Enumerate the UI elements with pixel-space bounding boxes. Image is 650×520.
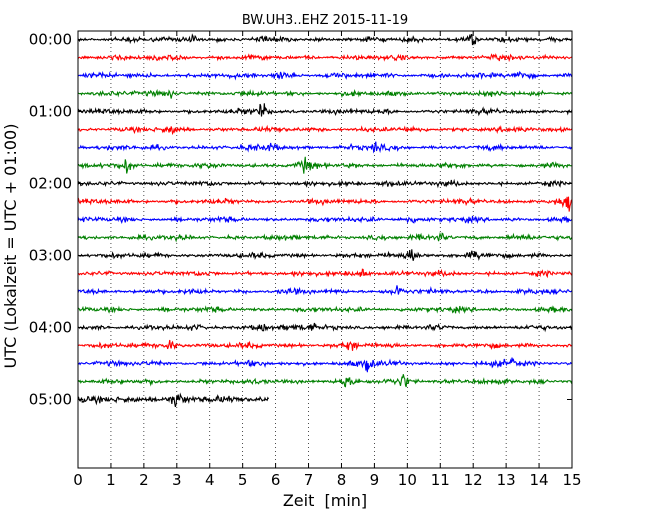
seismic-trace [77, 357, 573, 373]
x-tick-label: 13 [497, 471, 516, 489]
x-tick-label: 7 [304, 471, 314, 489]
seismic-trace [77, 141, 573, 154]
x-tick-label: 0 [73, 471, 83, 489]
x-tick-label: 5 [238, 471, 248, 489]
seismic-trace [77, 285, 573, 297]
x-axis-label: Zeit [min] [283, 491, 367, 510]
x-tick-label: 12 [464, 471, 483, 489]
x-tick-label: 8 [337, 471, 347, 489]
x-tick-label: 9 [370, 471, 380, 489]
seismic-trace [77, 374, 573, 388]
plot-frame [78, 31, 572, 468]
seismic-trace [77, 178, 573, 189]
y-tick-label: 03:00 [29, 247, 72, 265]
x-tick-label: 10 [398, 471, 417, 489]
seismic-trace [77, 124, 573, 136]
seismic-trace [77, 103, 573, 117]
x-tick-label: 4 [205, 471, 215, 489]
seismic-trace [77, 156, 573, 174]
seismic-trace [77, 70, 573, 81]
y-tick-label: 00:00 [29, 31, 72, 49]
trace-group [77, 33, 573, 408]
seismic-trace [77, 339, 573, 351]
seismic-trace [77, 196, 573, 212]
seismic-trace [77, 322, 573, 333]
plot-border [77, 30, 573, 469]
chart-title: BW.UH3..EHZ 2015-11-19 [242, 13, 408, 28]
seismic-trace [77, 53, 573, 63]
x-tick-label: 15 [562, 471, 581, 489]
x-axis: 0 1 2 3 4 5 6 7 8 9 10 11 12 13 14 15 [73, 31, 582, 489]
seismic-trace [77, 215, 573, 225]
y-tick-label: 05:00 [29, 391, 72, 409]
x-tick-label: 1 [106, 471, 116, 489]
grid-lines [110, 31, 540, 468]
x-tick-label: 11 [431, 471, 450, 489]
seismic-trace [77, 305, 573, 315]
x-tick-label: 3 [172, 471, 182, 489]
seismic-trace [77, 231, 573, 243]
x-tick-label: 6 [271, 471, 281, 489]
seismic-trace [77, 268, 573, 279]
y-tick-label: 01:00 [29, 103, 72, 121]
seismic-trace [77, 88, 573, 99]
x-tick-label: 2 [139, 471, 149, 489]
seismic-trace [77, 249, 573, 261]
y-axis-label: UTC (Lokalzeit = UTC + 01:00) [1, 124, 20, 369]
y-tick-label: 02:00 [29, 175, 72, 193]
x-tick-label: 14 [530, 471, 549, 489]
y-tick-label: 04:00 [29, 319, 72, 337]
seismic-trace [77, 392, 270, 408]
seismic-trace [77, 33, 573, 46]
y-axis: 00:00 01:00 02:00 03:00 04:00 05:00 [29, 31, 572, 409]
